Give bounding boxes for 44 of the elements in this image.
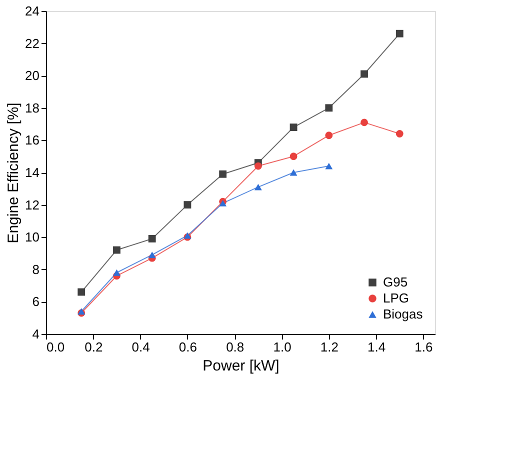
legend-label: G95 bbox=[383, 274, 408, 290]
point bbox=[113, 246, 120, 254]
y-tick-label: 22 bbox=[25, 36, 40, 51]
point bbox=[219, 170, 227, 178]
x-tick-label: 0.4 bbox=[132, 340, 150, 354]
point bbox=[184, 201, 192, 209]
point bbox=[290, 169, 298, 176]
y-tick-label: 8 bbox=[32, 262, 40, 277]
point bbox=[360, 70, 368, 78]
y-tick-label: 10 bbox=[25, 230, 40, 245]
y-tick-label: 4 bbox=[32, 326, 40, 342]
x-axis-title: Power [kW] bbox=[202, 358, 280, 374]
point bbox=[148, 252, 156, 258]
point bbox=[78, 288, 86, 296]
point bbox=[396, 30, 404, 38]
legend-label: Biogas bbox=[383, 306, 424, 322]
x-tick-label: 0.0 bbox=[46, 340, 65, 354]
y-tick-label: 14 bbox=[25, 165, 40, 180]
point bbox=[325, 132, 333, 140]
x-tick-label: 0.6 bbox=[178, 340, 197, 354]
point bbox=[325, 162, 333, 170]
x-tick-label: 1.6 bbox=[414, 340, 433, 354]
y-tick-label: 6 bbox=[32, 294, 40, 310]
point bbox=[113, 269, 120, 276]
point bbox=[396, 130, 404, 138]
y-tick-label: 12 bbox=[25, 197, 40, 212]
legend-label: LPG bbox=[383, 290, 410, 306]
y-tick-label: 20 bbox=[25, 68, 40, 84]
y-axis-title: Engine Efficiency [%] bbox=[5, 102, 22, 244]
x-tick-label: 1.2 bbox=[320, 340, 338, 354]
point bbox=[254, 162, 262, 170]
x-tick-label: 0.8 bbox=[226, 340, 244, 354]
x-tick-label: 1.0 bbox=[273, 340, 292, 354]
point bbox=[290, 124, 298, 131]
point bbox=[290, 152, 298, 160]
y-tick-label: 18 bbox=[25, 100, 40, 116]
x-tick-label: 1.4 bbox=[368, 340, 386, 354]
point bbox=[148, 235, 156, 242]
point bbox=[254, 184, 262, 190]
point bbox=[360, 118, 368, 126]
y-tick-label: 24 bbox=[25, 4, 40, 18]
y-tick-label: 16 bbox=[25, 132, 40, 148]
x-tick-label: 0.2 bbox=[84, 340, 103, 354]
point bbox=[325, 104, 333, 112]
